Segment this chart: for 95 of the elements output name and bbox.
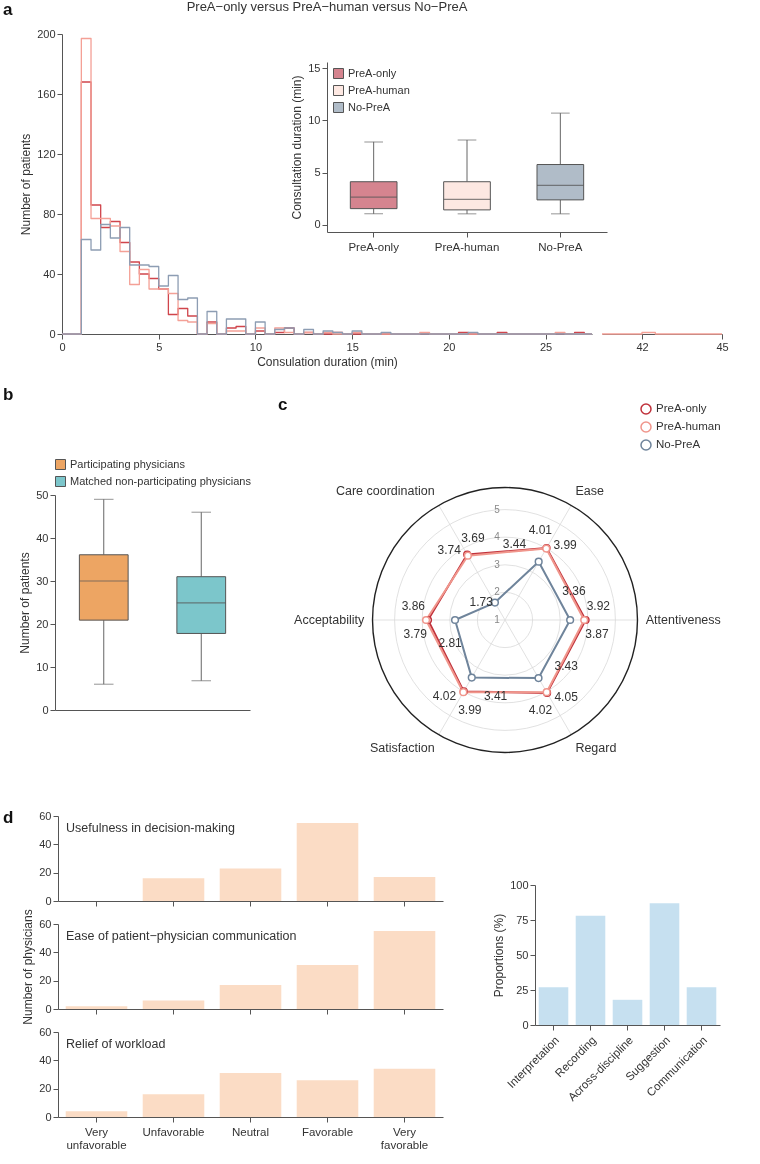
y-tick-label: 15: [308, 61, 321, 74]
data-label: 4.02: [528, 703, 553, 718]
spoke-label: Acceptability: [294, 613, 365, 627]
y-tick-label: 20: [36, 617, 49, 630]
text: a: [3, 0, 13, 20]
y-tick-label: 0: [314, 218, 321, 231]
y-tick-label: 60: [39, 917, 52, 930]
x-tick-label: Very unfavorable: [66, 1125, 127, 1151]
data-label: 4.01: [528, 522, 553, 537]
y-tick-label: 0: [45, 1110, 52, 1123]
x-tick-label: 45: [716, 340, 729, 353]
spoke-label: Ease: [575, 484, 604, 499]
x-tick-label: 15: [346, 340, 359, 353]
y-tick-label: 0: [45, 894, 52, 907]
y-tick-label: 0: [42, 703, 49, 716]
x-tick-label: 10: [249, 340, 263, 353]
x-tick-label: Favorable: [301, 1125, 354, 1138]
y-tick-label: 80: [43, 207, 56, 220]
spoke-label: Attentiveness: [645, 613, 721, 627]
y-tick-label: 40: [43, 267, 56, 280]
legend-label: PreA-human: [656, 420, 721, 432]
y-tick-label: 3: [494, 558, 501, 570]
y-tick-label: 40: [39, 1053, 52, 1066]
y-tick-label: 75: [516, 913, 529, 926]
y-tick-label: 0: [45, 1002, 52, 1015]
x-tick-label: 0: [59, 340, 66, 353]
y-tick-label: 4: [494, 531, 501, 543]
y-tick-label: 1: [494, 614, 501, 625]
y-tick-label: 20: [39, 974, 52, 987]
spoke-label: Satisfaction: [370, 740, 435, 755]
text: d: [3, 808, 14, 828]
x-axis-title: Consulation duration (min): [257, 354, 398, 369]
y-tick-label: 0: [522, 1018, 529, 1031]
data-label: 3.99: [458, 702, 482, 717]
text: b: [3, 385, 14, 405]
y-tick-label: 20: [39, 866, 52, 879]
spoke-label: Care coordination: [335, 484, 435, 499]
spoke-label: Regard: [575, 740, 617, 755]
x-tick-label: PreA-only: [348, 240, 400, 253]
legend-label: No-PreA: [348, 100, 391, 113]
y-axis-title: Proportions (%): [492, 913, 507, 998]
data-label: 4.02: [432, 688, 457, 703]
y-axis-title: Number of physicians: [21, 909, 36, 1025]
data-label: 4.05: [554, 689, 579, 704]
data-label: 3.92: [586, 598, 611, 613]
x-tick-label: Very favorable: [380, 1125, 429, 1151]
legend-label: PreA-only: [348, 66, 397, 79]
y-tick-label: 5: [494, 503, 501, 515]
x-tick-label: Neutral: [231, 1125, 270, 1138]
y-tick-label: 60: [39, 1025, 52, 1038]
data-label: 3.69: [461, 531, 485, 546]
x-tick-label: 42: [636, 340, 649, 353]
chart-title: Usefulness in decision-making: [66, 821, 235, 835]
y-tick-label: 10: [308, 113, 321, 126]
y-tick-label: 40: [39, 837, 52, 850]
data-label: 3.99: [553, 537, 578, 552]
y-tick-label: 50: [36, 488, 49, 501]
y-axis-title: Consultation duration (min): [290, 75, 305, 220]
y-tick-label: 40: [36, 531, 49, 544]
legend-label: Participating physicians: [70, 457, 186, 470]
x-tick-label: 25: [539, 340, 553, 353]
y-tick-label: 0: [49, 327, 56, 340]
y-tick-label: 40: [39, 945, 52, 958]
chart-title: PreA−only versus PreA−human versus No−PreA: [186, 0, 468, 14]
y-tick-label: 60: [39, 809, 52, 822]
text: c: [278, 395, 288, 415]
data-label: 3.79: [403, 626, 428, 641]
y-tick-label: 2: [494, 586, 501, 598]
x-tick-label: PreA-human: [434, 240, 500, 253]
legend-label: PreA-only: [656, 402, 707, 414]
chart-title: Relief of workload: [66, 1037, 166, 1051]
y-tick-label: 160: [37, 87, 56, 100]
data-label: 3.86: [401, 599, 426, 614]
y-tick-label: 50: [516, 948, 529, 961]
y-tick-label: 25: [516, 983, 529, 996]
y-tick-label: 30: [36, 574, 49, 587]
y-tick-label: 120: [37, 147, 56, 160]
data-label: 3.44: [502, 536, 527, 551]
y-tick-label: 5: [314, 166, 321, 179]
y-axis-title: Number of patients: [19, 133, 34, 236]
x-tick-label: 20: [443, 340, 456, 353]
x-tick-label: 5: [156, 340, 163, 353]
legend-label: No-PreA: [656, 438, 701, 450]
data-label: 3.41: [483, 688, 508, 703]
y-axis-title: Number of patients: [18, 552, 33, 654]
data-label: 3.87: [585, 626, 609, 641]
y-tick-label: 200: [37, 27, 56, 40]
y-tick-label: 10: [36, 660, 49, 673]
chart-title: Ease of patient−physician communication: [66, 929, 297, 943]
x-tick-label: Unfavorable: [142, 1125, 205, 1138]
legend-label: Matched non-participating physicians: [70, 474, 252, 487]
y-tick-label: 100: [510, 878, 529, 891]
x-tick-label: No-PreA: [538, 240, 583, 253]
legend-label: PreA-human: [348, 83, 410, 96]
data-label: 3.74: [437, 543, 462, 558]
